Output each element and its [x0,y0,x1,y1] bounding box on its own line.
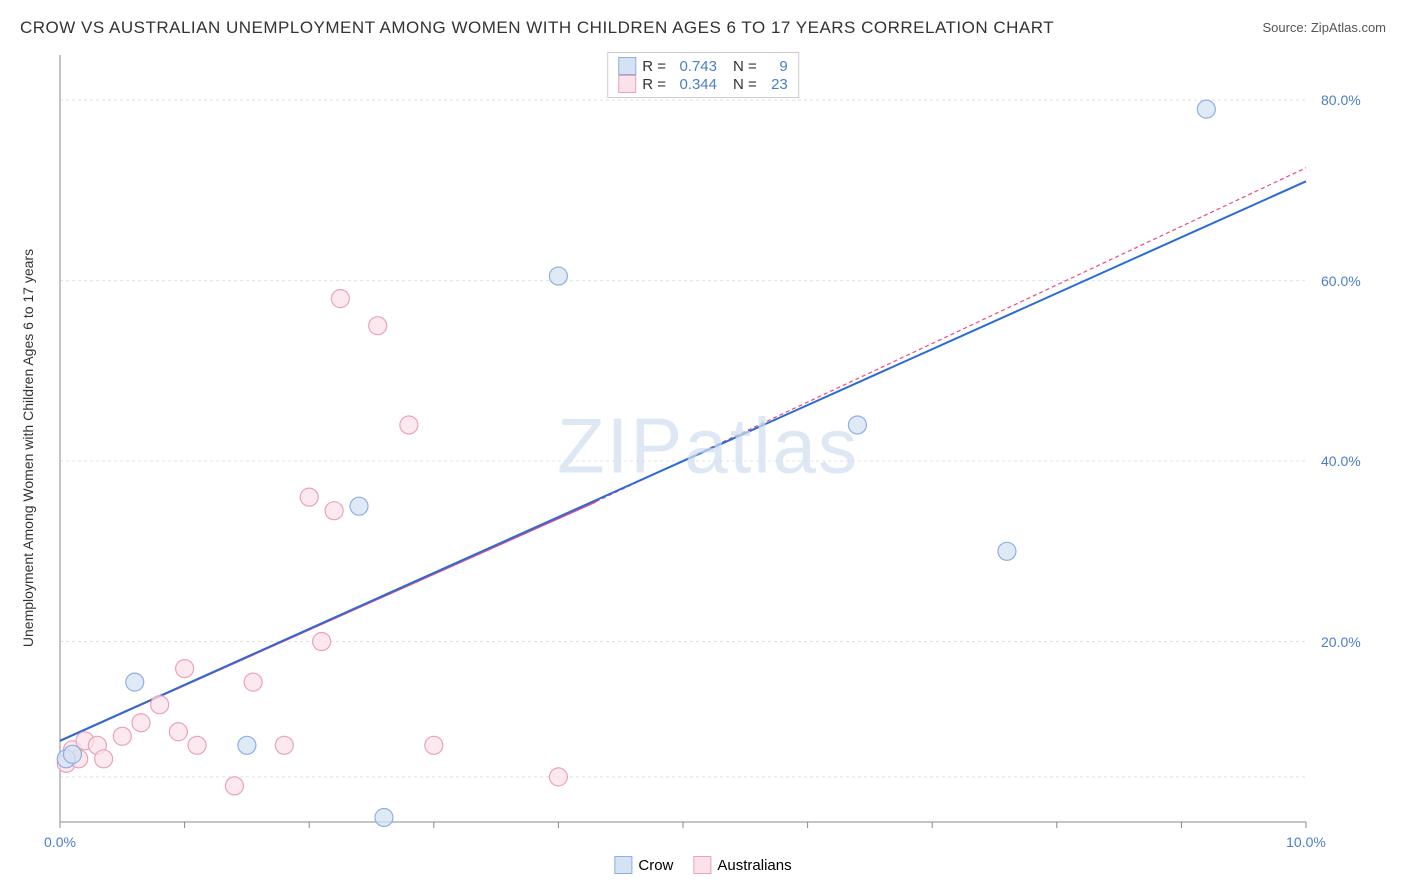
source-attribution: Source: ZipAtlas.com [1262,20,1386,35]
y-tick-label: 40.0% [1321,453,1361,469]
r-label: R = [642,76,666,93]
n-value: 9 [763,58,788,75]
r-value: 0.743 [672,58,717,75]
legend-label: Australians [717,857,791,874]
legend-row: R = 0.743 N = 9 [618,57,788,75]
series-legend: Crow Australians [614,856,791,874]
legend-row: R = 0.344 N = 23 [618,75,788,93]
legend-swatch [618,75,636,93]
chart-plot-area: ZIPatlas [50,50,1366,842]
n-value: 23 [763,76,788,93]
x-tick-label: 0.0% [44,834,76,850]
legend-label: Crow [638,857,673,874]
r-value: 0.344 [672,76,717,93]
legend-swatch [614,856,632,874]
y-axis-label: Unemployment Among Women with Children A… [20,249,36,647]
legend-item: Australians [693,856,791,874]
chart-title: CROW VS AUSTRALIAN UNEMPLOYMENT AMONG WO… [20,18,1054,38]
x-tick-label: 10.0% [1286,834,1326,850]
legend-item: Crow [614,856,673,874]
y-tick-label: 20.0% [1321,634,1361,650]
scatter-plot-svg [50,50,1366,842]
y-tick-label: 60.0% [1321,273,1361,289]
y-tick-label: 80.0% [1321,92,1361,108]
correlation-legend: R = 0.743 N = 9 R = 0.344 N = 23 [607,52,799,98]
legend-swatch [618,57,636,75]
r-label: R = [642,58,666,75]
legend-swatch [693,856,711,874]
n-label: N = [733,58,757,75]
n-label: N = [733,76,757,93]
